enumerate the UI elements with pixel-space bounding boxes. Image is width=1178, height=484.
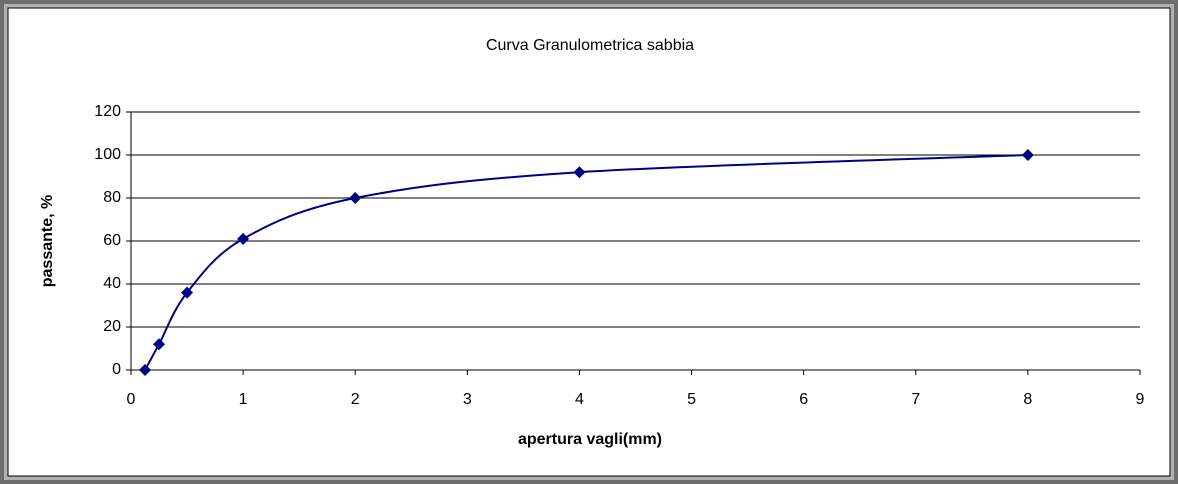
x-tick-label: 4	[575, 391, 584, 408]
x-tick-label: 2	[351, 391, 360, 408]
marker	[139, 364, 152, 376]
x-tick-label: 3	[463, 391, 472, 408]
y-tick-label: 80	[103, 189, 121, 206]
x-tick-label: 9	[1136, 391, 1145, 408]
marker	[573, 166, 586, 179]
x-tick-label: 8	[1023, 391, 1032, 408]
y-tick-label: 20	[103, 318, 121, 335]
x-tick-label: 5	[687, 391, 696, 408]
x-tick-label: 0	[127, 391, 136, 408]
y-axis-label: passante, %	[39, 195, 56, 287]
marker	[181, 286, 194, 299]
y-tick-label: 0	[112, 361, 121, 378]
marker	[1021, 149, 1034, 161]
marker	[153, 338, 166, 351]
marker	[237, 232, 250, 245]
chart-area	[7, 7, 1171, 477]
y-tick-label: 40	[103, 275, 121, 292]
y-tick-label: 120	[94, 103, 121, 120]
x-axis-label: apertura vagli(mm)	[518, 431, 662, 448]
marker	[349, 192, 362, 204]
x-tick-label: 6	[799, 391, 808, 408]
y-tick-label: 100	[94, 146, 121, 163]
x-tick-label: 7	[911, 391, 920, 408]
y-tick-label: 60	[103, 232, 121, 249]
x-tick-label: 1	[239, 391, 248, 408]
chart-title: Curva Granulometrica sabbia	[486, 37, 694, 54]
